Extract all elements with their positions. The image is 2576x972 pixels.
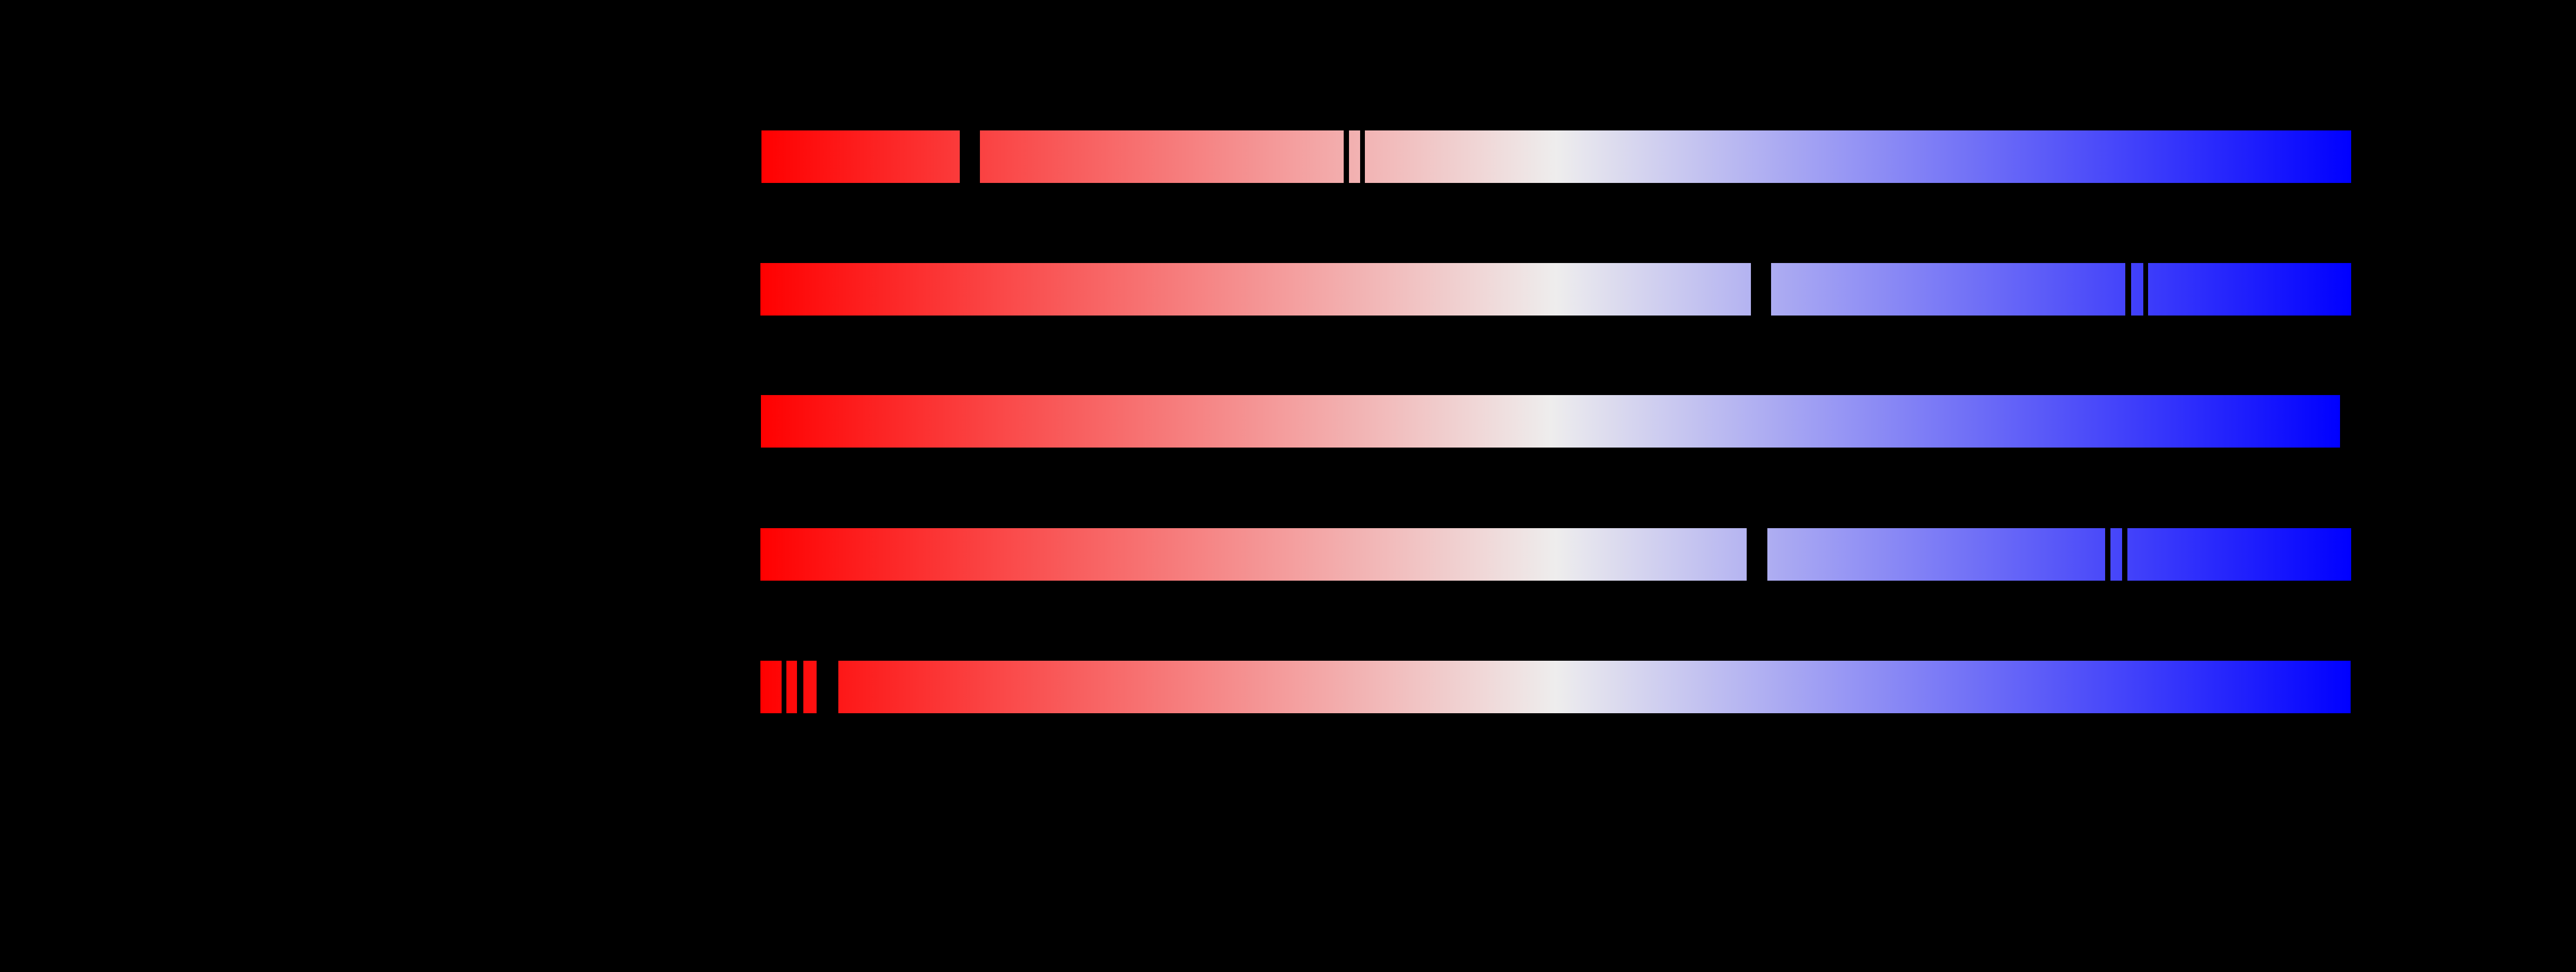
event-marker-line <box>782 661 786 713</box>
event-marker-line <box>2122 528 2127 581</box>
event-marker-line <box>2125 263 2131 316</box>
event-marker-line <box>1344 130 1349 183</box>
gradient-bar-3 <box>761 395 2340 448</box>
gradient-bar-1 <box>761 130 2351 183</box>
event-marker-line <box>797 661 803 713</box>
event-marker-line <box>2105 528 2110 581</box>
event-marker-gap <box>817 661 838 713</box>
event-marker-gap <box>960 130 980 183</box>
gradient-bar-4 <box>760 528 2351 581</box>
event-marker-line <box>2143 263 2148 316</box>
event-marker-gap <box>1747 528 1767 581</box>
gradient-bar-5 <box>760 661 2351 713</box>
event-marker-line <box>1360 130 1365 183</box>
gradient-bar-2 <box>760 263 2351 316</box>
event-marker-gap <box>1751 263 1771 316</box>
